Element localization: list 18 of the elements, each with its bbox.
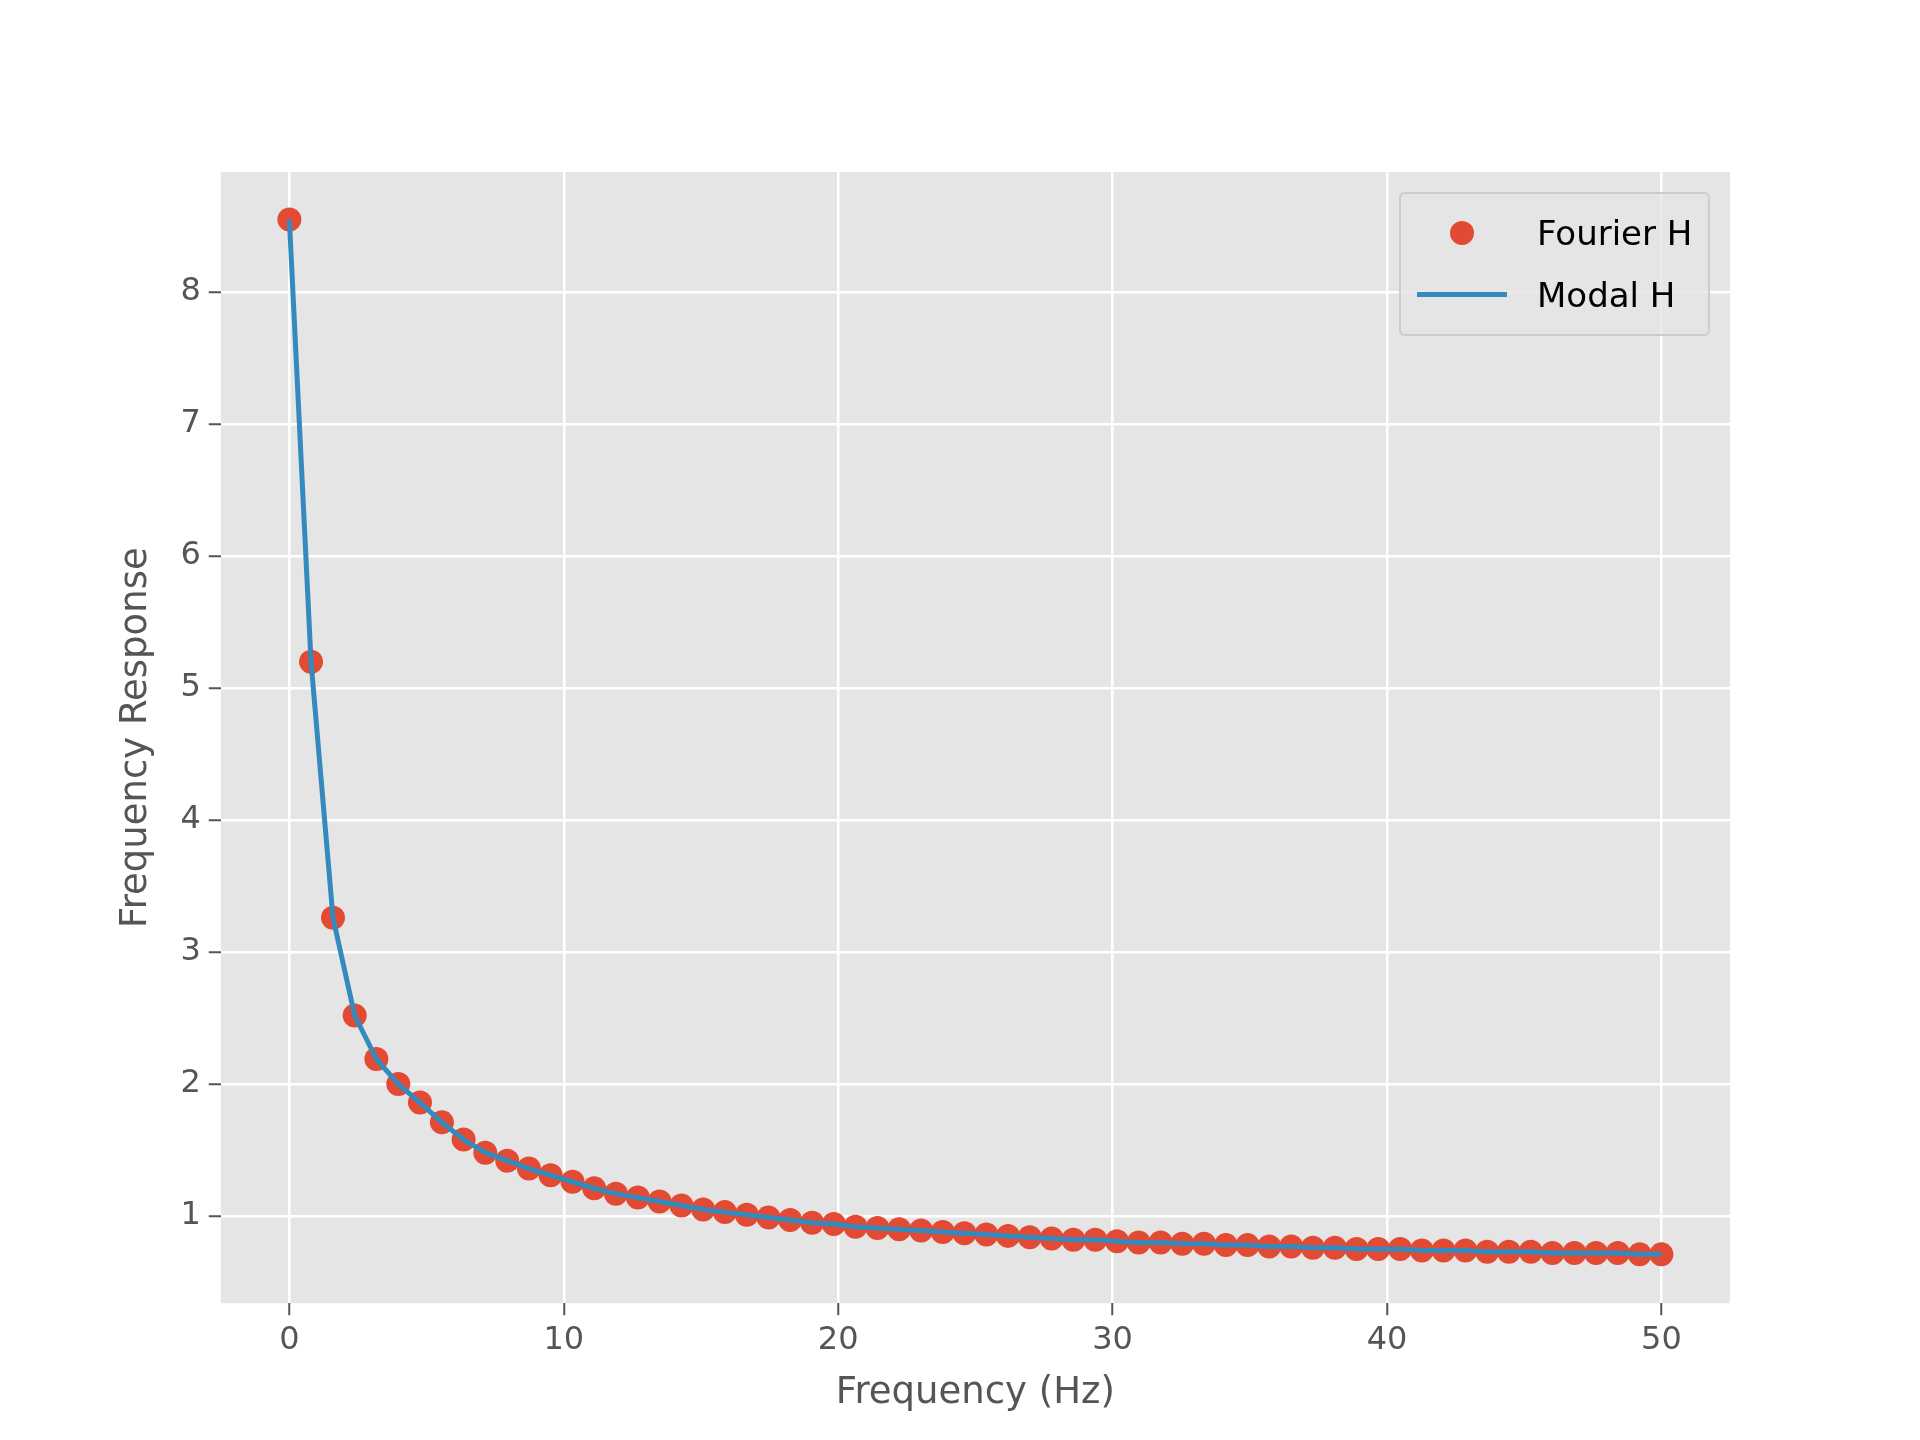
y-tick-label: 3 [180, 930, 201, 969]
y-tick-label: 1 [180, 1194, 201, 1233]
x-tick-label: 30 [1092, 1318, 1133, 1357]
y-tick-label: 5 [180, 666, 201, 705]
y-tick-label: 6 [180, 534, 201, 573]
x-tick-label: 50 [1641, 1318, 1682, 1357]
y-axis-title: Frequency Response [111, 547, 155, 928]
x-tick-label: 10 [543, 1318, 585, 1357]
y-tick-label: 2 [180, 1062, 201, 1101]
legend-label: Fourier H [1537, 213, 1693, 253]
legend-label: Modal H [1537, 275, 1676, 315]
y-tick-label: 7 [180, 402, 201, 441]
x-tick-label: 40 [1366, 1318, 1408, 1357]
x-tick-label: 0 [279, 1318, 300, 1357]
y-tick-label: 4 [180, 798, 201, 837]
y-tick-label: 8 [180, 270, 201, 309]
x-axis-title: Frequency (Hz) [835, 1369, 1115, 1413]
x-tick-label: 20 [817, 1318, 859, 1357]
